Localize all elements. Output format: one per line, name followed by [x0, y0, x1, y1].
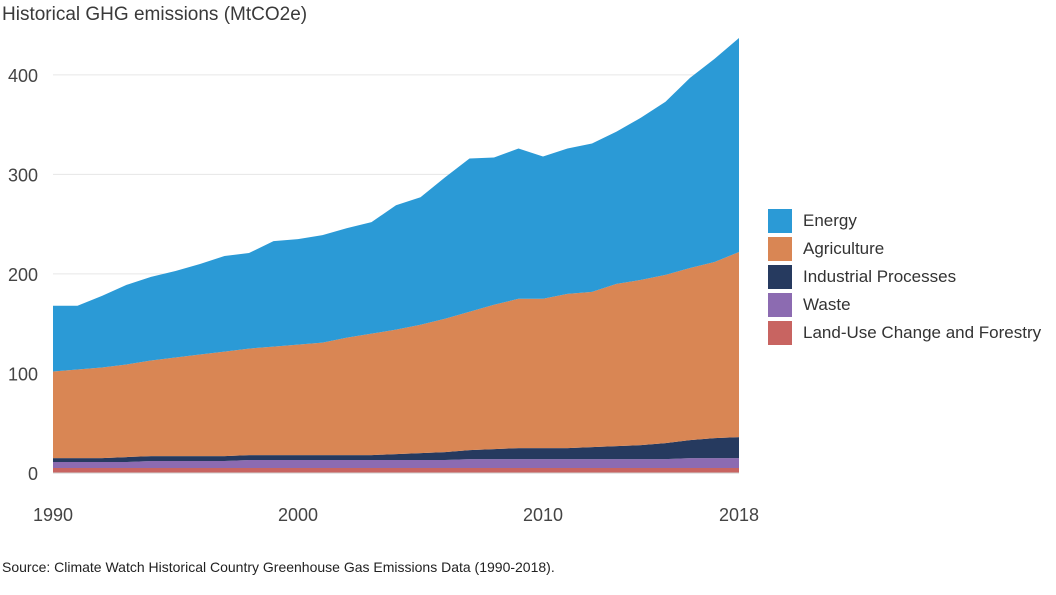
y-tick-label: 0 [28, 464, 38, 484]
y-tick-label: 200 [8, 265, 38, 285]
x-tick-label: 2010 [523, 505, 563, 525]
source-note: Source: Climate Watch Historical Country… [2, 559, 555, 575]
legend-swatch [768, 265, 792, 289]
legend-item-agriculture: Agriculture [768, 235, 1041, 263]
area-waste [53, 458, 739, 469]
x-tick-label: 1990 [33, 505, 73, 525]
x-tick-label: 2018 [719, 505, 759, 525]
legend-swatch [768, 209, 792, 233]
legend-item-industrial-processes: Industrial Processes [768, 263, 1041, 291]
legend: Energy Agriculture Industrial Processes Was… [768, 207, 1041, 347]
legend-swatch [768, 321, 792, 345]
stacked-area-chart: 0 100 200 300 400 1990 2000 2010 2018 [8, 38, 759, 525]
legend-item-energy: Energy [768, 207, 1041, 235]
area-land-use-change-and-forestry [53, 468, 739, 473]
x-tick-label: 2000 [278, 505, 318, 525]
area-agriculture [53, 252, 739, 459]
legend-swatch [768, 293, 792, 317]
area-energy [53, 38, 739, 372]
y-tick-label: 300 [8, 165, 38, 185]
legend-swatch [768, 237, 792, 261]
legend-label: Waste [803, 295, 851, 314]
chart-title: Historical GHG emissions (MtCO2e) [2, 4, 308, 25]
area-industrial-processes [53, 437, 739, 463]
legend-item-waste: Waste [768, 291, 1041, 319]
area-series [53, 38, 739, 473]
legend-item-land-use-change-and-forestry: Land-Use Change and Forestry [768, 319, 1041, 347]
legend-label: Land-Use Change and Forestry [803, 323, 1042, 342]
legend-label: Industrial Processes [803, 267, 957, 286]
legend-label: Energy [803, 211, 857, 230]
axes: 0 100 200 300 400 1990 2000 2010 2018 [8, 66, 759, 525]
y-tick-label: 100 [8, 364, 38, 384]
legend-label: Agriculture [803, 239, 885, 258]
y-tick-label: 400 [8, 66, 38, 86]
